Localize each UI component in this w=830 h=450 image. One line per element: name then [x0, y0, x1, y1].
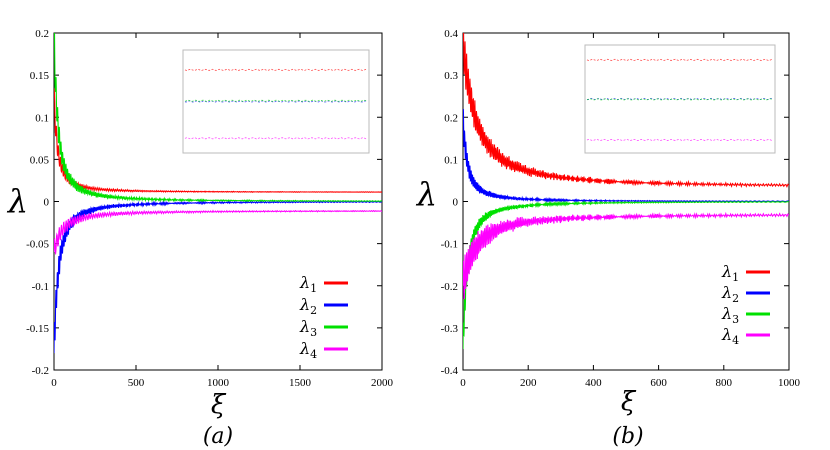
x-tick-label: 400 — [585, 377, 602, 389]
inset-line-λ1 — [184, 68, 368, 71]
x-tick-label: 500 — [128, 377, 145, 389]
y-tick-label: -0.15 — [26, 323, 49, 335]
plot-area — [54, 33, 382, 354]
legend-label-λ2: λ2 — [721, 283, 739, 305]
legend-label-base: λ — [721, 283, 732, 302]
inset-line-λ2 — [184, 100, 368, 103]
panel-a: 0 500 1000 1500 2000 -0.2 -0.15 -0.1 -0.05 0 0.05 0… — [6, 28, 394, 449]
legend-label-base: λ — [299, 339, 310, 358]
legend-label-sub: 1 — [310, 282, 317, 295]
y-tick-label: -0.4 — [441, 365, 459, 377]
legend-label-sub: 4 — [732, 334, 739, 347]
inset-line-λ4 — [586, 138, 774, 141]
y-tick-label: 0.1 — [444, 154, 458, 166]
inset-frame — [584, 44, 776, 154]
x-tick-label: 600 — [650, 377, 667, 389]
legend-label-λ1: λ1 — [299, 273, 317, 295]
legend-label-sub: 2 — [732, 292, 739, 305]
y-axis-label: λ — [415, 175, 437, 213]
legend-label-base: λ — [299, 273, 310, 292]
series-line-λ1 — [463, 33, 789, 188]
x-tick-label: 1500 — [289, 377, 312, 389]
x-tick-label: 200 — [520, 377, 537, 389]
panel-caption: (b) — [612, 424, 643, 449]
y-tick-label: 0 — [453, 197, 459, 209]
series-line-λ2 — [54, 200, 382, 354]
legend-label-λ3: λ3 — [299, 317, 317, 339]
series-line-λ4 — [54, 209, 382, 256]
x-tick-label: 1000 — [778, 377, 801, 389]
y-tick-label: -0.05 — [26, 239, 49, 251]
series-line-λ3 — [54, 33, 382, 203]
x-tick-label: 0 — [460, 377, 466, 389]
y-tick-label: 0.1 — [35, 112, 49, 124]
y-tick-label: -0.2 — [441, 281, 458, 293]
x-tick-label: 2000 — [371, 377, 394, 389]
panel-b: 0 200 400 600 800 1000 -0.4 -0.3 -0.2 -0.1 0 0.1 0.2… — [415, 28, 801, 449]
inset-line-λ1 — [586, 58, 774, 61]
y-tick-label: 0.4 — [444, 28, 458, 40]
y-axis-label: λ — [6, 182, 28, 220]
legend-label-base: λ — [721, 325, 732, 344]
y-tick-label: 0 — [44, 197, 50, 209]
x-tick-label: 1000 — [207, 377, 230, 389]
legend-label-λ4: λ4 — [299, 339, 317, 361]
inset-line-λ4 — [184, 137, 368, 140]
y-tick-label: 0.2 — [35, 28, 49, 40]
y-tick-label: -0.2 — [32, 365, 49, 377]
legend-label-λ2: λ2 — [299, 295, 317, 317]
legend-label-base: λ — [721, 262, 732, 281]
legend-label-base: λ — [299, 295, 310, 314]
legend-label-λ3: λ3 — [721, 304, 739, 326]
legend-label-λ4: λ4 — [721, 325, 739, 347]
plot-area — [463, 33, 789, 349]
y-tick-label: 0.05 — [30, 154, 50, 166]
series-line-λ4 — [463, 211, 789, 300]
y-tick-label: 0.3 — [444, 70, 458, 82]
legend-label-sub: 2 — [310, 304, 317, 317]
x-axis-label: ξ — [211, 390, 227, 420]
legend-label-base: λ — [299, 317, 310, 336]
series-line-λ2 — [463, 108, 789, 203]
legend-label-sub: 4 — [310, 348, 317, 361]
inset-line-λ3 — [586, 98, 774, 101]
y-tick-label: 0.2 — [444, 112, 458, 124]
panel-caption: (a) — [203, 424, 233, 449]
legend-label-sub: 1 — [732, 271, 739, 284]
inset-line-λ3 — [184, 99, 368, 102]
y-tick-label: -0.1 — [441, 239, 458, 251]
legend-label-sub: 3 — [732, 313, 739, 326]
x-tick-label: 0 — [51, 377, 57, 389]
series-line-λ3 — [463, 200, 789, 349]
legend-label-λ1: λ1 — [721, 262, 739, 284]
y-tick-label: -0.3 — [441, 323, 459, 335]
x-axis-label: ξ — [621, 387, 637, 417]
y-tick-label: 0.15 — [30, 70, 50, 82]
y-tick-label: -0.1 — [32, 281, 49, 293]
legend-label-base: λ — [721, 304, 732, 323]
legend-label-sub: 3 — [310, 326, 317, 339]
x-tick-label: 800 — [716, 377, 733, 389]
